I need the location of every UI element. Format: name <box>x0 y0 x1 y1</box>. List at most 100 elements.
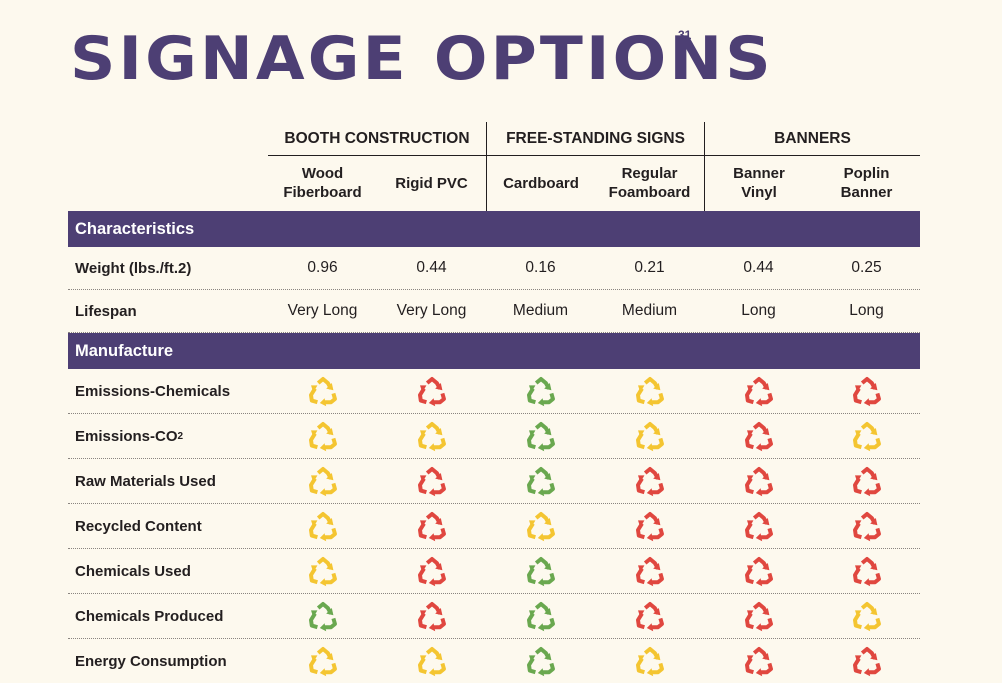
rating-cell <box>595 504 704 548</box>
value-cell: 0.16 <box>525 259 556 276</box>
row-label-text: Chemicals Produced <box>75 607 224 625</box>
value-cell: 0.44 <box>743 259 774 276</box>
row-label-text: Recycled Content <box>75 517 202 535</box>
table-row: Chemicals Used <box>68 549 920 594</box>
rating-cell <box>704 549 813 593</box>
red-recycle-icon <box>417 377 446 407</box>
rating-cell <box>704 414 813 458</box>
column-header-poplin-banner: Poplin Banner <box>840 165 893 201</box>
yellow-recycle-icon <box>635 422 664 452</box>
section-header-manufacture: Manufacture <box>68 333 920 369</box>
rating-cell <box>704 639 813 683</box>
red-recycle-icon <box>417 512 446 542</box>
column-header-regular-foamboard: Regular Foamboard <box>608 165 691 201</box>
row-label-text: Energy Consumption <box>75 652 227 670</box>
rating-cell <box>268 369 377 413</box>
value-cell: Medium <box>621 302 678 319</box>
page-title: SIGNAGE OPTIONS <box>70 24 774 94</box>
yellow-recycle-icon <box>308 422 337 452</box>
table-row: Emissions-Chemicals <box>68 369 920 414</box>
rating-cell <box>595 414 704 458</box>
red-recycle-icon <box>635 512 664 542</box>
table-row: Weight (lbs./ft.2) 0.96 0.44 0.16 0.21 0.44 0.… <box>68 247 920 290</box>
rating-cell <box>268 639 377 683</box>
rating-cell <box>268 414 377 458</box>
manufacture-rows: Emissions-Chemicals Emissions-CO 2 Raw Mate… <box>68 369 920 683</box>
value-cell: Long <box>849 302 884 319</box>
rating-cell <box>813 369 920 413</box>
red-recycle-icon <box>635 467 664 497</box>
red-recycle-icon <box>417 467 446 497</box>
row-label-lifespan: Lifespan <box>75 302 137 320</box>
red-recycle-icon <box>744 647 773 677</box>
table-row: Recycled Content <box>68 504 920 549</box>
value-cell: 0.96 <box>307 259 338 276</box>
rating-cell <box>813 594 920 638</box>
rating-cell <box>377 549 486 593</box>
column-header-rigid-pvc: Rigid PVC <box>395 174 468 192</box>
rating-cell <box>595 459 704 503</box>
rating-cell <box>377 369 486 413</box>
red-recycle-icon <box>417 557 446 587</box>
column-header-row: Wood Fiberboard Rigid PVC Cardboard Regu… <box>68 155 920 211</box>
yellow-recycle-icon <box>308 377 337 407</box>
row-label-chemicals-used: Chemicals Used <box>68 549 268 593</box>
green-recycle-icon <box>526 467 555 497</box>
value-cell: Long <box>741 302 776 319</box>
column-header-banner-vinyl: Banner Vinyl <box>704 155 813 211</box>
table-row: Energy Consumption <box>68 639 920 683</box>
value-cell: 0.44 <box>416 259 447 276</box>
red-recycle-icon <box>852 467 881 497</box>
rating-cell <box>813 549 920 593</box>
rating-cell <box>486 549 595 593</box>
yellow-recycle-icon <box>308 467 337 497</box>
row-label-emissions-chemicals: Emissions-Chemicals <box>68 369 268 413</box>
rating-cell <box>377 414 486 458</box>
row-label-text: Raw Materials Used <box>75 472 216 490</box>
rating-cell <box>377 459 486 503</box>
green-recycle-icon <box>526 422 555 452</box>
table-row: Chemicals Produced <box>68 594 920 639</box>
row-label-text: Emissions-Chemicals <box>75 382 231 400</box>
rating-cell <box>813 639 920 683</box>
row-label-recycled-content: Recycled Content <box>68 504 268 548</box>
red-recycle-icon <box>744 467 773 497</box>
table-row: Raw Materials Used <box>68 459 920 504</box>
red-recycle-icon <box>635 557 664 587</box>
red-recycle-icon <box>744 512 773 542</box>
red-recycle-icon <box>417 602 446 632</box>
column-header-cardboard: Cardboard <box>486 155 595 211</box>
rating-cell <box>704 369 813 413</box>
value-cell: 0.21 <box>634 259 665 276</box>
red-recycle-icon <box>744 422 773 452</box>
rating-cell <box>813 414 920 458</box>
rating-cell <box>268 549 377 593</box>
green-recycle-icon <box>526 602 555 632</box>
red-recycle-icon <box>852 647 881 677</box>
row-label-raw-materials-used: Raw Materials Used <box>68 459 268 503</box>
rating-cell <box>486 504 595 548</box>
yellow-recycle-icon <box>635 377 664 407</box>
rating-cell <box>268 459 377 503</box>
rating-cell <box>377 639 486 683</box>
red-recycle-icon <box>744 602 773 632</box>
green-recycle-icon <box>526 557 555 587</box>
column-group-header: BOOTH CONSTRUCTION FREE-STANDING SIGNS B… <box>68 122 920 156</box>
yellow-recycle-icon <box>308 512 337 542</box>
rating-cell <box>377 504 486 548</box>
row-label-energy-consumption: Energy Consumption <box>68 639 268 683</box>
group-booth-construction: BOOTH CONSTRUCTION <box>268 122 486 156</box>
column-header-wood-fiberboard: Wood Fiberboard <box>283 165 362 201</box>
yellow-recycle-icon <box>308 557 337 587</box>
yellow-recycle-icon <box>308 647 337 677</box>
row-label-emissions-co: Emissions-CO 2 <box>68 414 268 458</box>
rating-cell <box>813 459 920 503</box>
red-recycle-icon <box>744 557 773 587</box>
rating-cell <box>704 459 813 503</box>
rating-cell <box>268 504 377 548</box>
section-header-characteristics: Characteristics <box>68 211 920 247</box>
page-number: 31 <box>678 28 692 42</box>
value-cell: Very Long <box>287 302 358 319</box>
value-cell: Very Long <box>396 302 467 319</box>
table-row: Lifespan Very Long Very Long Medium Medium Lo… <box>68 290 920 333</box>
